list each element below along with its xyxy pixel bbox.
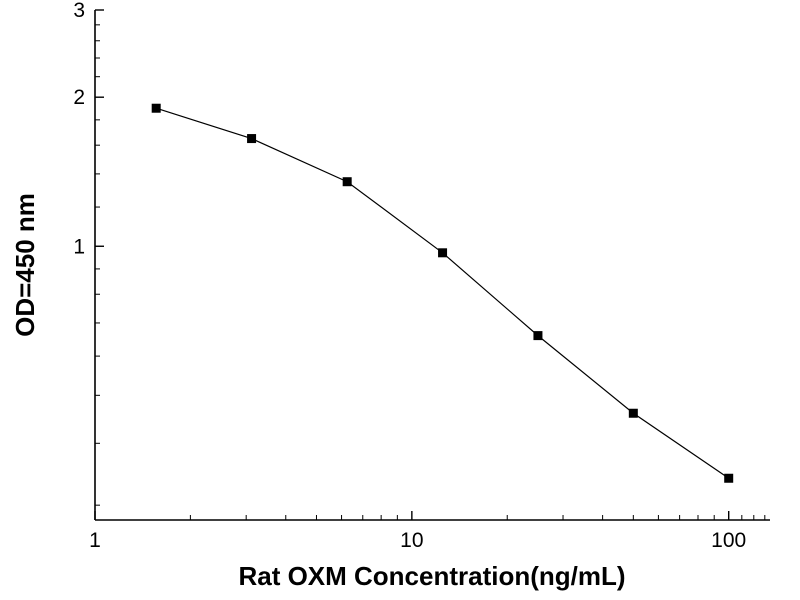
data-point-marker (342, 177, 352, 187)
x-tick-label: 10 (400, 529, 423, 552)
curve-line (156, 107, 730, 479)
data-point-marker (628, 408, 638, 418)
x-tick-label: 100 (711, 529, 746, 552)
data-point-marker (151, 103, 161, 113)
data-point-marker (438, 248, 448, 258)
x-tick-label: 1 (89, 529, 101, 552)
y-tick-label: 3 (73, 0, 85, 22)
data-point-marker (724, 473, 734, 483)
data-point-marker (533, 331, 543, 341)
y-tick-label: 2 (73, 86, 85, 109)
data-point-marker (247, 134, 257, 144)
y-axis-title: OD=450 nm (10, 193, 40, 337)
y-tick-label: 1 (73, 235, 85, 258)
x-axis-title: Rat OXM Concentration(ng/mL) (238, 561, 625, 591)
